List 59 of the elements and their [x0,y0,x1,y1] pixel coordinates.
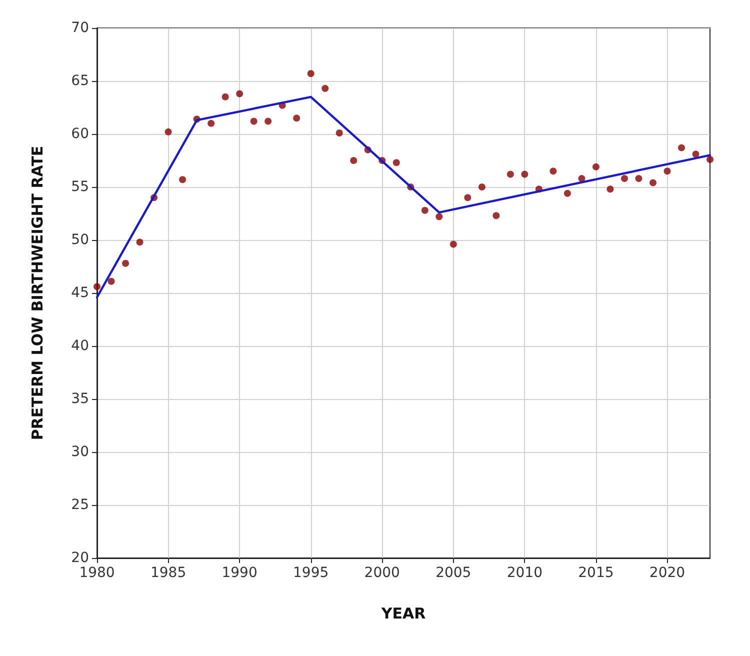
point [350,157,358,164]
point [606,186,614,193]
point [635,175,642,182]
point [464,194,472,202]
point [108,278,115,285]
point [649,179,656,186]
point [179,176,186,184]
x-tick-label: 1990 [222,565,258,581]
point [208,120,215,127]
y-tick-label: 40 [71,338,89,354]
x-tick-label: 1995 [293,565,329,581]
point [506,170,514,178]
point [450,240,457,248]
point [392,159,400,166]
point [421,206,428,214]
point [250,118,258,125]
y-tick-label: 30 [71,444,89,460]
point [164,128,172,136]
x-tick-label: 2020 [649,565,686,581]
point [592,163,600,170]
point [236,90,244,98]
y-tick-label: 35 [71,391,89,407]
y-tick-label: 70 [71,20,89,36]
point [678,144,685,152]
y-tick-label: 25 [71,497,89,513]
x-tick-label: 2000 [364,565,400,581]
x-tick-label: 1980 [79,565,115,581]
x-tick-label: 2010 [506,565,542,581]
point [136,238,144,246]
point [436,213,443,220]
y-axis-title: PRETERM LOW BIRTHWEIGHT RATE [28,146,46,440]
point [564,190,571,197]
point [478,184,486,190]
point [492,212,500,220]
x-tick-label: 1985 [150,565,186,581]
x-tick-label: 2005 [436,565,472,581]
point [322,84,329,92]
point [521,170,528,178]
y-tick-label: 65 [71,73,89,89]
point [620,175,628,182]
point [664,168,671,175]
y-tick-label: 60 [71,126,89,142]
point [222,93,229,100]
point [550,168,557,175]
y-tick-label: 45 [71,285,89,301]
point [692,150,700,158]
point [122,260,130,267]
point [264,118,272,125]
point [706,156,714,163]
x-axis-title: YEAR [380,604,426,622]
y-tick-label: 55 [71,179,89,195]
y-tick-label: 20 [71,550,89,566]
point [293,114,300,122]
point [578,175,586,182]
x-tick-label: 2015 [578,565,614,581]
point [307,70,314,78]
point [94,283,100,290]
y-tick-label: 50 [71,232,89,248]
point [336,129,343,136]
